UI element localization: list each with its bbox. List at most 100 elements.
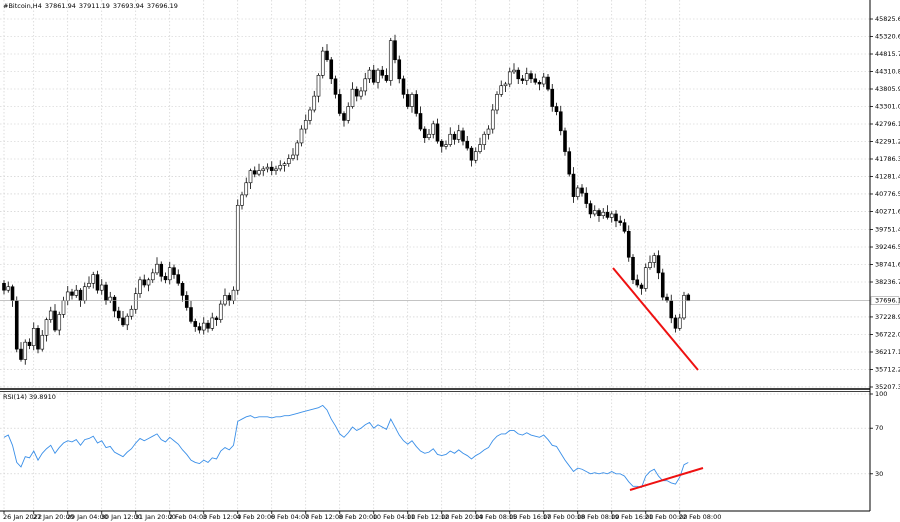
candle-body bbox=[444, 144, 448, 147]
candle-body bbox=[10, 286, 15, 301]
candle-body bbox=[669, 300, 674, 319]
candle-body bbox=[218, 303, 223, 320]
symbol: #Bitcoin,H4 bbox=[3, 2, 42, 10]
y-tick-label: 44815.70 bbox=[875, 50, 900, 58]
candle-body bbox=[325, 50, 329, 61]
candle-body bbox=[44, 319, 49, 336]
candle-body bbox=[142, 279, 147, 286]
candle-body bbox=[295, 142, 300, 156]
candle-body bbox=[456, 130, 461, 140]
candle-body bbox=[291, 154, 295, 159]
candle-body bbox=[388, 40, 393, 81]
candle-body bbox=[163, 276, 168, 281]
candle-body bbox=[652, 255, 657, 263]
candle-body bbox=[337, 94, 342, 114]
y-tick-label: 44310.80 bbox=[875, 68, 900, 76]
candle-body bbox=[677, 317, 682, 329]
candle-body bbox=[537, 81, 542, 85]
candle-body bbox=[180, 282, 185, 296]
y-tick-label: 39246.50 bbox=[875, 243, 900, 251]
candle-body bbox=[490, 109, 495, 130]
candle-body bbox=[265, 166, 270, 170]
y-tick-label: 40271.60 bbox=[875, 207, 900, 215]
candle-body bbox=[36, 328, 40, 350]
candle-body bbox=[261, 168, 266, 171]
candle-body bbox=[482, 133, 487, 145]
candle-body bbox=[116, 310, 121, 319]
candle-body bbox=[320, 50, 325, 76]
candle-body bbox=[554, 106, 559, 113]
candle-body bbox=[274, 168, 278, 171]
marks-layer bbox=[0, 34, 870, 489]
candle-body bbox=[210, 317, 215, 329]
candle-body bbox=[231, 289, 236, 301]
candle-body bbox=[503, 83, 508, 87]
x-tick-label: 4 Feb 20:00 bbox=[237, 513, 276, 521]
candle-body bbox=[308, 109, 312, 121]
candle-body bbox=[155, 263, 159, 274]
candle-body bbox=[601, 211, 606, 216]
candle-body bbox=[176, 274, 181, 284]
candle-body bbox=[448, 133, 453, 145]
candle-body bbox=[286, 158, 291, 165]
candle-body bbox=[303, 120, 308, 130]
candle-body bbox=[269, 166, 274, 171]
candle-body bbox=[19, 348, 23, 360]
candle-body bbox=[2, 282, 6, 291]
candle-body bbox=[48, 310, 53, 320]
candle-body bbox=[359, 90, 363, 97]
candle-body bbox=[609, 213, 614, 218]
x-tick-label: 7 Feb 12:00 bbox=[305, 513, 344, 521]
candle-body bbox=[401, 78, 406, 95]
candle-body bbox=[108, 296, 113, 301]
candle-body bbox=[91, 274, 96, 284]
candle-body bbox=[223, 295, 227, 305]
candle-body bbox=[418, 113, 423, 130]
candle-body bbox=[125, 315, 130, 326]
candle-body bbox=[138, 279, 142, 294]
x-tick-label: 29 Jan 04:00 bbox=[67, 513, 108, 521]
x-tick-label: 19 Feb 16:00 bbox=[611, 513, 654, 521]
candle-body bbox=[639, 284, 644, 289]
y-tick-label: 36217.10 bbox=[875, 348, 900, 356]
candle-body bbox=[316, 75, 321, 97]
last-open: 37861.94 bbox=[45, 2, 76, 10]
candle-body bbox=[214, 317, 219, 320]
candle-body bbox=[478, 144, 482, 152]
candle-body bbox=[631, 256, 635, 281]
x-tick-label: 18 Feb 08:00 bbox=[577, 513, 620, 521]
candle-body bbox=[329, 59, 334, 80]
candle-body bbox=[27, 341, 32, 346]
y-tick-label: 45320.60 bbox=[875, 33, 900, 41]
trend-line bbox=[612, 267, 699, 371]
candle-body bbox=[597, 210, 601, 216]
candle-body bbox=[312, 95, 317, 111]
y-tick-label: 43805.90 bbox=[875, 85, 900, 93]
candle-body bbox=[512, 69, 516, 73]
x-tick-label: 10 Feb 04:00 bbox=[373, 513, 416, 521]
candle-body bbox=[495, 94, 499, 111]
candle-body bbox=[78, 289, 83, 301]
candle-body bbox=[227, 295, 232, 301]
candle-body bbox=[622, 222, 627, 232]
candle-body bbox=[146, 279, 151, 286]
candle-body bbox=[567, 151, 572, 175]
candle-body bbox=[376, 69, 380, 83]
candle-body bbox=[235, 204, 240, 291]
candle-body bbox=[87, 282, 91, 288]
candle-body bbox=[618, 220, 623, 223]
y-tick-label: 41281.40 bbox=[875, 172, 900, 180]
last-low: 37693.94 bbox=[113, 2, 144, 10]
candle-body bbox=[6, 286, 11, 291]
candle-body bbox=[605, 211, 610, 218]
candle-body bbox=[588, 203, 593, 215]
candle-body bbox=[584, 192, 589, 204]
candle-body bbox=[529, 73, 533, 80]
candle-body bbox=[201, 322, 206, 331]
candle-body bbox=[65, 291, 70, 301]
candle-body bbox=[465, 140, 470, 149]
candle-body bbox=[333, 78, 338, 95]
y-tick-label: 38236.70 bbox=[875, 278, 900, 286]
candle-body bbox=[546, 76, 550, 90]
